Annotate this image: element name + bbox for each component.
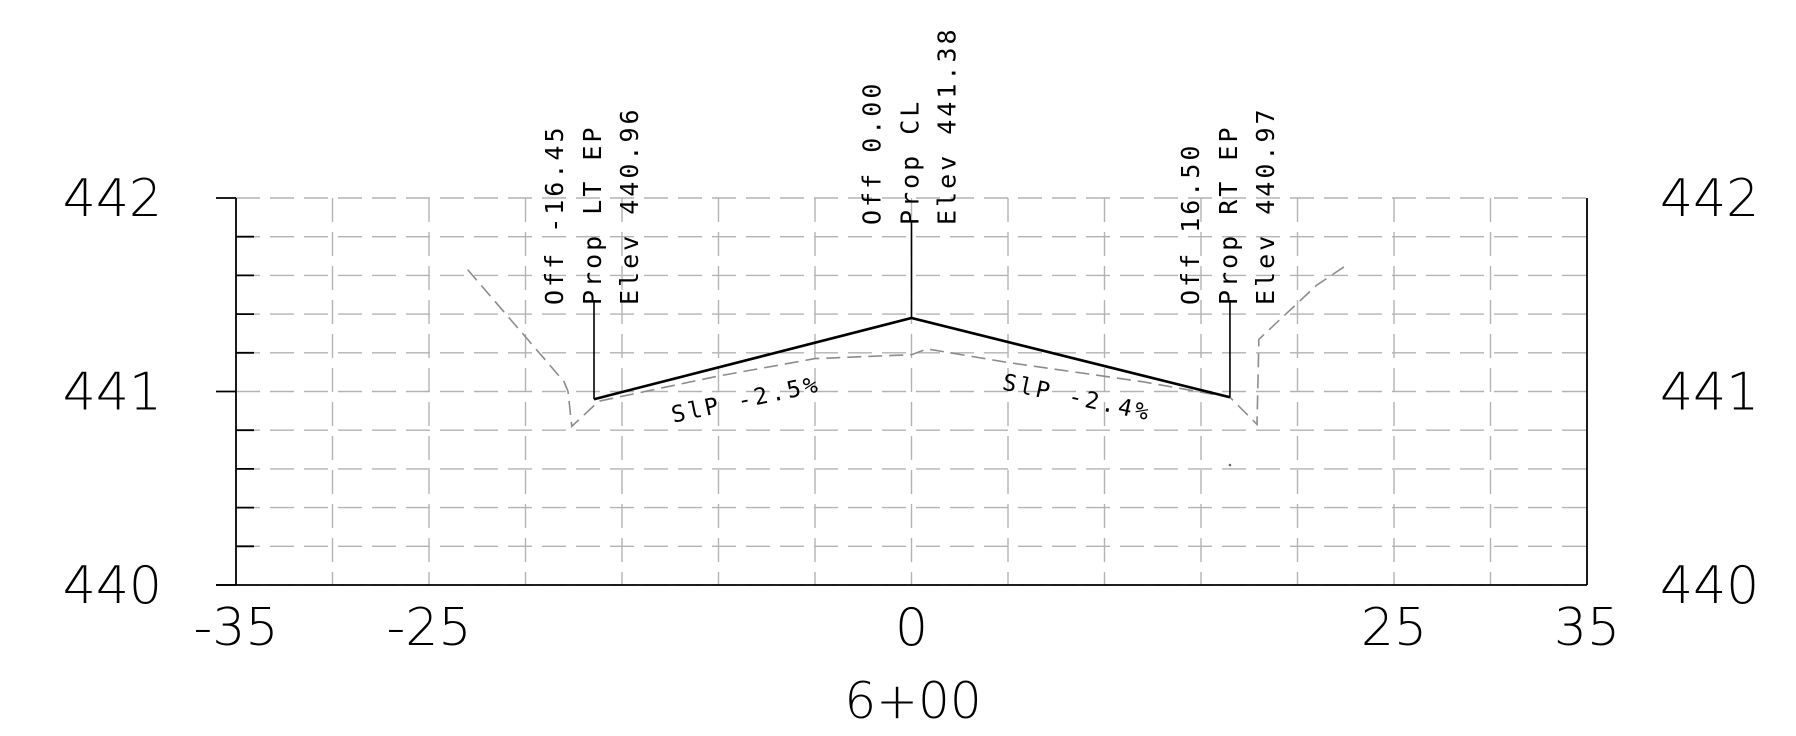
existing-ground-polyline — [466, 265, 1347, 428]
y-tick-label-right: 442 — [1660, 169, 1759, 229]
y-tick-label-left: 441 — [63, 363, 162, 423]
y-tick-label-left: 442 — [63, 169, 162, 229]
station-label: 6+00 — [844, 672, 981, 730]
x-tick-label: -25 — [387, 598, 472, 658]
x-tick-label: 0 — [895, 598, 928, 658]
tick-labels: -35 -25 0 25 35 442 442 441 441 440 440 — [63, 169, 1760, 658]
point-label-text: Off -16.45 — [540, 124, 569, 305]
y-tick-label-left: 440 — [63, 556, 162, 616]
point-label-text: Prop RT EP — [1214, 124, 1243, 305]
y-tick-label-right: 440 — [1660, 556, 1759, 616]
slope-label-text: SlP -2.5% — [669, 372, 823, 429]
x-tick-label: 25 — [1361, 598, 1427, 658]
slope-label-text: SlP -2.4% — [1000, 370, 1154, 427]
proposed-section-line — [593, 316, 1231, 401]
stray-point — [1228, 463, 1232, 467]
point-label-text: Prop CL — [896, 99, 925, 225]
point-label-text: Elev 441.38 — [933, 26, 962, 225]
x-tick-label: -35 — [194, 598, 279, 658]
point-labels: Off -16.45 Prop LT EP Elev 440.96 Off 0.00 P… — [540, 26, 1280, 400]
proposed-section-polyline — [593, 316, 1231, 401]
x-tick-label: 35 — [1554, 598, 1620, 658]
point-label-text: Prop LT EP — [578, 124, 607, 305]
axes — [216, 197, 1588, 586]
point-label-text: Off 0.00 — [858, 81, 887, 225]
existing-ground-line — [466, 265, 1347, 467]
y-tick-label-right: 441 — [1660, 363, 1759, 423]
point-label-text: Elev 440.96 — [615, 106, 644, 305]
point-label-text: Off 16.50 — [1176, 143, 1205, 305]
point-label-text: Elev 440.97 — [1251, 106, 1280, 305]
